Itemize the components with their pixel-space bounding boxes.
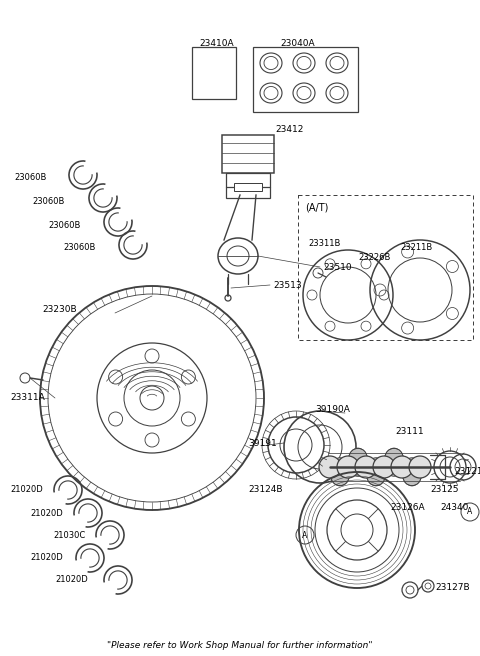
Text: 23060B: 23060B — [63, 243, 96, 253]
Text: 39190A: 39190A — [315, 405, 350, 415]
Text: 23513: 23513 — [273, 281, 301, 289]
Bar — [234, 183, 262, 191]
Text: 39191: 39191 — [248, 438, 277, 447]
Circle shape — [385, 449, 403, 466]
Text: 23060B: 23060B — [14, 173, 47, 182]
Text: 23121D: 23121D — [454, 468, 480, 476]
Text: 23040A: 23040A — [280, 39, 314, 49]
Bar — [222, 135, 274, 173]
Text: 21030C: 21030C — [53, 531, 85, 539]
Text: A: A — [468, 508, 473, 516]
Text: 23125: 23125 — [430, 485, 458, 495]
Text: 23230B: 23230B — [42, 306, 77, 314]
Circle shape — [331, 468, 349, 485]
Text: 23226B: 23226B — [358, 253, 390, 262]
Circle shape — [409, 456, 431, 478]
Text: 23060B: 23060B — [48, 220, 80, 230]
Circle shape — [367, 468, 385, 485]
Text: 21020D: 21020D — [55, 575, 88, 584]
Text: 23060B: 23060B — [32, 197, 64, 207]
Text: 23111: 23111 — [395, 428, 424, 436]
Text: 23211B: 23211B — [400, 243, 432, 253]
Bar — [192, 47, 236, 99]
Bar — [226, 173, 270, 198]
Ellipse shape — [330, 458, 350, 486]
Circle shape — [349, 449, 367, 466]
Bar — [253, 47, 358, 112]
Text: 23510: 23510 — [323, 262, 352, 272]
Circle shape — [403, 468, 421, 485]
Text: 23127B: 23127B — [435, 583, 469, 592]
Text: 21020D: 21020D — [30, 554, 63, 562]
Text: "Please refer to Work Shop Manual for further information": "Please refer to Work Shop Manual for fu… — [107, 640, 373, 649]
Text: 21020D: 21020D — [30, 508, 63, 518]
Circle shape — [391, 456, 413, 478]
Circle shape — [319, 456, 341, 478]
Text: 23126A: 23126A — [390, 502, 425, 512]
Ellipse shape — [366, 458, 386, 486]
Text: (A/T): (A/T) — [305, 202, 328, 212]
Ellipse shape — [402, 458, 422, 486]
Text: 24340: 24340 — [440, 502, 468, 512]
Text: 23311A: 23311A — [10, 394, 45, 403]
Text: 23311B: 23311B — [308, 239, 340, 247]
Text: 23410A: 23410A — [199, 39, 234, 49]
Text: A: A — [302, 531, 308, 539]
Text: 21020D: 21020D — [10, 485, 43, 495]
Ellipse shape — [348, 448, 368, 476]
Text: 23412: 23412 — [275, 125, 303, 134]
Circle shape — [373, 456, 395, 478]
Circle shape — [355, 456, 377, 478]
Ellipse shape — [384, 448, 404, 476]
Circle shape — [337, 456, 359, 478]
Bar — [298, 195, 473, 340]
Text: 23124B: 23124B — [248, 485, 283, 495]
